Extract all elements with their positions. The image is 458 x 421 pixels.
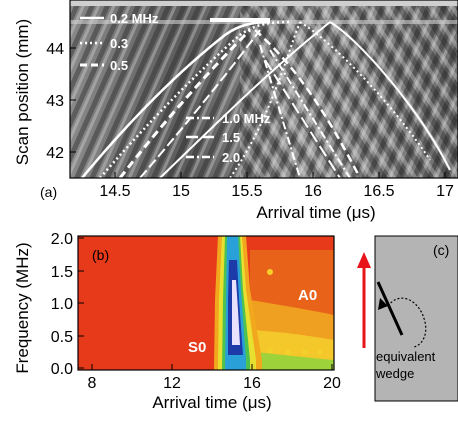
xtick-b-3: 20 bbox=[323, 375, 341, 392]
panel-b-xlabel: Arrival time (μs) bbox=[152, 393, 271, 412]
xtick-a-2: 15.5 bbox=[231, 183, 262, 200]
xtick-b-1: 12 bbox=[163, 375, 181, 392]
curve-2p0 bbox=[269, 49, 351, 178]
mode-label-a0: A0 bbox=[298, 287, 317, 304]
panel-b-xticks: 8 12 16 20 bbox=[88, 364, 341, 392]
curve-0p5b bbox=[139, 29, 261, 178]
ytick-a-42: 42 bbox=[46, 145, 64, 162]
curve-0p3-desc bbox=[299, 21, 431, 161]
panel-a-xticks: 14.5 15 15.5 16 16.5 17 bbox=[99, 172, 454, 200]
legend-label-2: 0.5 bbox=[110, 58, 128, 73]
legend-label-4: 1.5 bbox=[222, 130, 240, 145]
ytick-a-44: 44 bbox=[46, 41, 64, 58]
panel-a-ylabel: Scan position (mm) bbox=[13, 19, 32, 165]
ytick-b-0: 2.0 bbox=[51, 231, 73, 248]
panel-c-caption-1: equivalent bbox=[376, 349, 436, 364]
xtick-a-0: 14.5 bbox=[99, 183, 130, 200]
legend-label-1: 0.3 bbox=[110, 36, 128, 51]
curve-1p5 bbox=[264, 59, 341, 178]
panel-c-box bbox=[374, 235, 458, 402]
panel-a-frame bbox=[69, 0, 458, 179]
wedge-line-icon bbox=[376, 281, 404, 336]
legend-label-0: 0.2 MHz bbox=[110, 11, 159, 26]
panel-c: (c) equivalent wedge bbox=[357, 235, 458, 402]
curve-0p5-desc bbox=[254, 29, 362, 178]
ytick-b-2: 1.0 bbox=[51, 296, 73, 313]
ytick-b-1: 1.5 bbox=[51, 264, 73, 281]
ytick-b-3: 0.5 bbox=[51, 329, 73, 346]
panel-b-ylabel: Frequency (MHz) bbox=[13, 242, 32, 373]
xtick-a-4: 16.5 bbox=[363, 183, 394, 200]
xtick-a-3: 16 bbox=[304, 183, 322, 200]
legend-label-3: 1.0 MHz bbox=[222, 111, 271, 126]
panel-a-yticks: 44 43 42 bbox=[46, 41, 76, 162]
ytick-a-43: 43 bbox=[46, 93, 64, 110]
xtick-b-0: 8 bbox=[88, 375, 97, 392]
wedge-angle-arc-icon bbox=[387, 297, 427, 348]
panel-c-caption-2: wedge bbox=[375, 366, 414, 381]
panel-c-label: (c) bbox=[433, 242, 449, 258]
ytick-b-4: 0.0 bbox=[51, 361, 73, 378]
panel-a: 0.2 MHz 0.3 0.5 1.0 MHz 1.5 2.0 44 43 42 bbox=[13, 0, 458, 222]
panel-a-legend: 0.2 MHz 0.3 0.5 1.0 MHz 1.5 2.0 bbox=[80, 11, 271, 165]
panel-b-heatmap bbox=[78, 236, 334, 370]
panel-a-image bbox=[70, 0, 458, 178]
mode-label-s0: S0 bbox=[188, 339, 206, 356]
wedge-arrowhead-icon bbox=[378, 298, 388, 310]
curve-0p2-right bbox=[159, 21, 331, 178]
panel-b-label: (b) bbox=[92, 247, 109, 263]
xtick-b-2: 16 bbox=[243, 375, 261, 392]
curve-0p5 bbox=[118, 28, 252, 178]
panel-b: 2.0 1.5 1.0 0.5 0.0 8 12 16 20 (b) S0 A0… bbox=[13, 231, 341, 412]
legend-label-5: 2.0 bbox=[222, 150, 240, 165]
xtick-a-1: 15 bbox=[172, 183, 190, 200]
curve-1p0 bbox=[259, 44, 301, 178]
panel-b-yticks: 2.0 1.5 1.0 0.5 0.0 bbox=[51, 231, 84, 378]
curve-0p2-desc bbox=[329, 21, 451, 171]
panel-a-label: (a) bbox=[40, 184, 57, 200]
curve-0p2mhz bbox=[81, 20, 271, 178]
arrow-head-icon bbox=[357, 252, 371, 268]
panel-a-xlabel: Arrival time (μs) bbox=[256, 203, 375, 222]
xtick-a-5: 17 bbox=[436, 183, 454, 200]
